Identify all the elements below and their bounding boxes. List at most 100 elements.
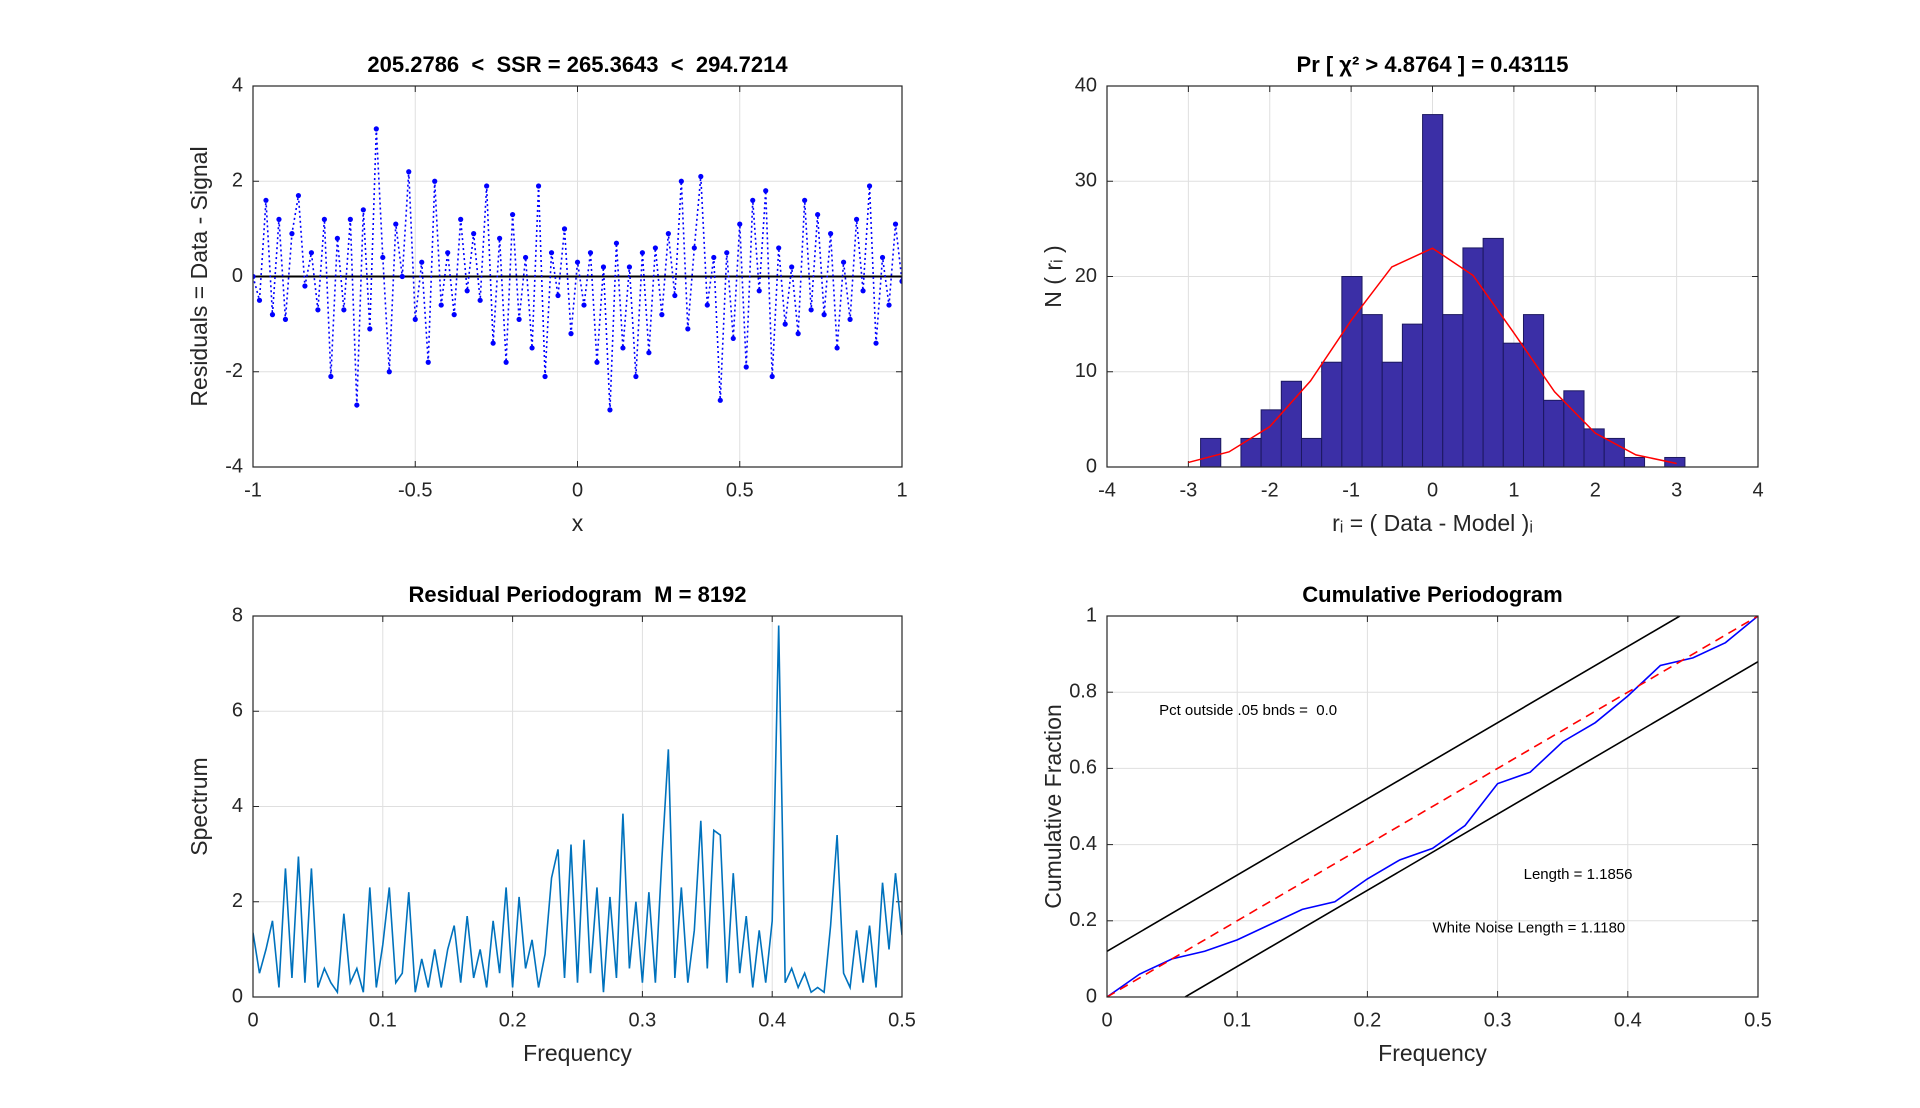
- point: [477, 297, 483, 303]
- chart-title: Cumulative Periodogram: [1302, 582, 1562, 607]
- point: [432, 178, 438, 184]
- y-axis-label: N ( rᵢ ): [1040, 245, 1066, 307]
- point: [399, 273, 405, 280]
- y-axis-label: Spectrum: [186, 757, 212, 855]
- point: [704, 302, 710, 308]
- point: [568, 331, 574, 337]
- bar: [1623, 456, 1646, 467]
- point: [633, 373, 639, 380]
- chart-title: Pr [ χ² > 4.8764 ] = 0.43115: [1297, 52, 1569, 77]
- axes: 0 0.1 0.2 0.3 0.4 0.5 0 2 4 6 8 Residual Periodogra…: [186, 582, 916, 1066]
- point: [509, 211, 516, 218]
- point: [386, 369, 392, 375]
- x-tick-label: 0.4: [758, 1009, 786, 1031]
- series-line: [1107, 616, 1681, 952]
- x-tick-label: 0.2: [499, 1009, 527, 1031]
- point: [828, 231, 834, 237]
- bar: [1361, 314, 1383, 467]
- point: [341, 307, 347, 313]
- point: [373, 126, 379, 132]
- point: [490, 340, 496, 346]
- x-tick-label: 0.5: [726, 479, 754, 501]
- point: [471, 231, 477, 237]
- y-tick-label: 0.8: [1069, 680, 1097, 702]
- point: [834, 345, 840, 351]
- point: [652, 245, 658, 251]
- point: [334, 235, 340, 241]
- point: [795, 331, 801, 337]
- x-tick-label: 0.3: [628, 1009, 656, 1031]
- point: [789, 264, 795, 270]
- point: [276, 216, 282, 222]
- point: [484, 183, 490, 189]
- point: [840, 259, 847, 265]
- x-axis-label: x: [572, 510, 584, 536]
- point: [412, 316, 418, 322]
- point: [367, 326, 373, 332]
- point: [253, 273, 256, 280]
- point: [672, 292, 678, 299]
- y-tick-label: 8: [232, 604, 243, 626]
- axes: -1 -0.5 0 0.5 1 -4 -2 0 2 4 205.2786 < SSR = 265.3…: [186, 52, 907, 536]
- y-tick-label: 10: [1075, 360, 1097, 382]
- x-tick-label: 0.5: [888, 1009, 916, 1031]
- point: [380, 254, 386, 261]
- point: [393, 221, 399, 227]
- x-axis-label: Frequency: [523, 1040, 632, 1066]
- x-tick-label: -1: [1342, 479, 1360, 501]
- chart-title: 205.2786 < SSR = 265.3643 < 294.7214: [367, 52, 788, 77]
- x-tick-label: 0.3: [1484, 1009, 1512, 1031]
- point: [866, 183, 873, 189]
- series-line: [1107, 616, 1758, 997]
- y-tick-label: 2: [232, 890, 243, 912]
- point: [406, 169, 412, 175]
- y-tick-label: 40: [1075, 74, 1097, 96]
- point: [535, 183, 542, 189]
- point: [451, 312, 457, 318]
- point: [321, 216, 327, 222]
- point: [497, 235, 503, 241]
- point: [295, 192, 302, 199]
- x-tick-label: 0: [247, 1009, 258, 1031]
- annotation: White Noise Length = 1.1180: [1433, 919, 1626, 936]
- point: [607, 407, 613, 413]
- bar: [1543, 399, 1565, 467]
- x-axis-label: rᵢ = ( Data - Model )ᵢ: [1332, 510, 1533, 536]
- point: [769, 373, 775, 380]
- bar: [1583, 428, 1605, 467]
- point: [698, 173, 704, 180]
- x-tick-label: -1: [244, 479, 262, 501]
- point: [555, 292, 561, 299]
- bar: [1482, 237, 1504, 467]
- axes-box: [1106, 85, 1759, 468]
- x-tick-label: 0.1: [369, 1009, 397, 1031]
- point: [347, 216, 353, 222]
- axes-box: [252, 615, 903, 998]
- point: [256, 297, 263, 303]
- x-tick-label: 1: [1508, 479, 1519, 501]
- bar: [1260, 409, 1282, 467]
- point: [853, 216, 860, 222]
- x-tick-label: 0: [572, 479, 583, 501]
- point: [678, 178, 684, 184]
- point: [302, 283, 308, 289]
- bar: [1462, 247, 1484, 467]
- point: [879, 254, 886, 261]
- bar: [1422, 114, 1444, 467]
- x-tick-label: 0.2: [1353, 1009, 1381, 1031]
- x-tick-label: 0.5: [1744, 1009, 1772, 1031]
- axes: 0 0.1 0.2 0.3 0.4 0.5 0 0.2 0.4 0.6 0.8 1 Cumulative…: [1040, 582, 1772, 1066]
- point: [847, 316, 853, 322]
- chart-title: Residual Periodogram M = 8192: [408, 582, 746, 607]
- series-line: [1107, 616, 1758, 997]
- x-tick-label: 4: [1752, 479, 1763, 501]
- axes-box: [1106, 615, 1759, 998]
- y-tick-label: 0: [1086, 455, 1097, 477]
- point: [289, 231, 295, 237]
- point: [464, 288, 470, 294]
- bar: [1341, 276, 1363, 467]
- bar: [1321, 361, 1343, 467]
- point: [892, 221, 899, 227]
- point: [600, 264, 607, 270]
- y-axis-label: Residuals = Data - Signal: [186, 146, 212, 406]
